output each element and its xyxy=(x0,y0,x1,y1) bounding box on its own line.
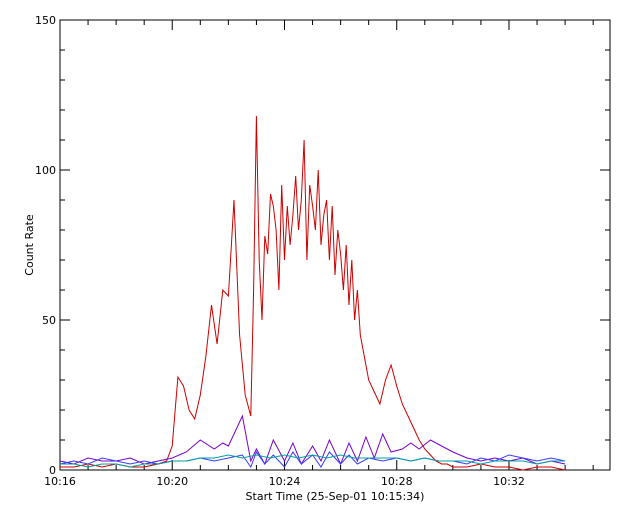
x-tick-label: 10:20 xyxy=(156,475,188,488)
x-tick-label: 10:16 xyxy=(44,475,76,488)
series-layer xyxy=(59,115,566,471)
series-line-4 xyxy=(60,454,566,468)
plot-frame xyxy=(59,19,611,471)
series-line-1 xyxy=(60,115,566,471)
y-axis: 0 50 100 150 xyxy=(35,14,610,477)
x-tick-label: 10:32 xyxy=(493,475,525,488)
x-axis-title: Start Time (25-Sep-01 10:15:34) xyxy=(246,490,425,503)
y-tick-label: 100 xyxy=(35,164,56,177)
y-axis-title: Count Rate xyxy=(23,214,36,276)
y-tick-label: 50 xyxy=(42,314,56,327)
series-line-2 xyxy=(59,414,566,466)
x-axis: 10:16 10:20 10:24 10:28 10:32 xyxy=(44,20,594,488)
series-line-3 xyxy=(59,450,566,469)
y-tick-label: 0 xyxy=(49,464,56,477)
x-tick-label: 10:28 xyxy=(381,475,413,488)
x-tick-label: 10:24 xyxy=(269,475,301,488)
y-tick-label: 150 xyxy=(35,14,56,27)
